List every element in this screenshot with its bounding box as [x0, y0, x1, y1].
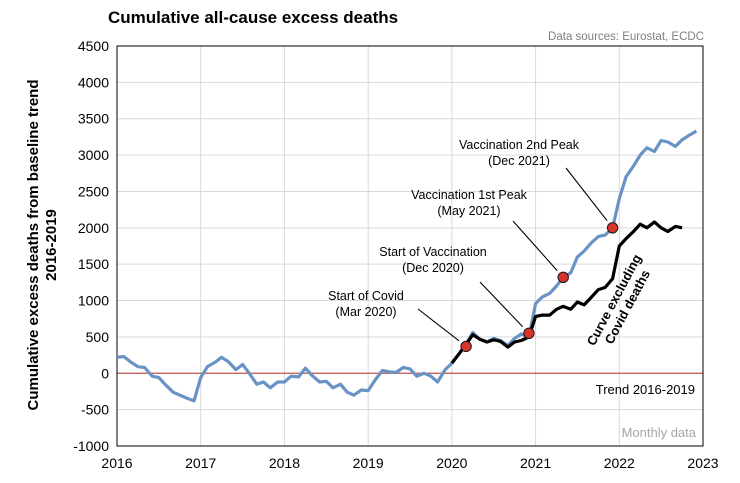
data-source-note: Data sources: Eurostat, ECDC: [548, 31, 704, 43]
event-leader-lines: [417, 167, 608, 342]
y-tick-label: 0: [101, 365, 109, 381]
event-label-title: Start of Vaccination: [379, 245, 487, 259]
chart-title: Cumulative all-cause excess deaths: [108, 8, 398, 27]
y-axis-label-line2: 2016-2019: [43, 209, 60, 281]
event-label-date: (Mar 2020): [335, 305, 396, 319]
y-tick-label: 2500: [78, 183, 109, 199]
x-tick-label: 2019: [353, 455, 384, 471]
y-tick-label: 1000: [78, 293, 109, 309]
y-tick-label: 1500: [78, 256, 109, 272]
event-marker: [523, 327, 535, 339]
event-leader-line: [417, 308, 460, 342]
frequency-note: Monthly data: [622, 425, 697, 440]
y-tick-label: -500: [81, 402, 109, 418]
event-label-date: (Dec 2021): [488, 154, 550, 168]
x-tick-label: 2016: [101, 455, 132, 471]
y-tick-label: 500: [86, 329, 110, 345]
event-label-start-of-vaccination: Start of Vaccination (Dec 2020): [379, 245, 487, 275]
event-leader-line: [512, 220, 558, 271]
y-axis-label-line1: Cumulative excess deaths from baseline t…: [25, 80, 42, 411]
event-label-date: (Dec 2020): [402, 261, 464, 275]
series-excluding-covid-line: [450, 220, 683, 365]
event-leader-line: [565, 167, 608, 222]
x-axis-ticks: 2016 2017 2018 2019 2020 2021 2022 2023: [101, 455, 718, 471]
y-tick-label: 2000: [78, 220, 109, 236]
plot-frame: [116, 45, 704, 447]
event-label-date: (May 2021): [437, 204, 500, 218]
event-label-vaccination-2nd-peak: Vaccination 2nd Peak (Dec 2021): [459, 138, 580, 168]
event-marker: [606, 222, 619, 234]
y-tick-label: 3500: [78, 111, 109, 127]
event-label-vaccination-1st-peak: Vaccination 1st Peak (May 2021): [411, 188, 528, 218]
x-tick-label: 2020: [436, 455, 467, 471]
x-tick-label: 2022: [604, 455, 635, 471]
event-label-title: Vaccination 1st Peak: [411, 188, 528, 202]
y-tick-label: -1000: [73, 438, 109, 454]
y-tick-label: 3000: [78, 147, 109, 163]
event-marker: [557, 271, 569, 283]
y-tick-label: 4000: [78, 74, 109, 90]
trend-label: Trend 2016-2019: [596, 382, 695, 397]
y-axis-label: Cumulative excess deaths from baseline t…: [25, 80, 60, 411]
excluding-covid-label: Curve excluding Covid deaths: [584, 252, 653, 348]
x-tick-label: 2018: [269, 455, 300, 471]
event-label-start-of-covid: Start of Covid (Mar 2020): [328, 289, 404, 319]
series-all-cause-line: [116, 129, 698, 403]
y-axis-ticks: -1000 -500 0 500 1000 1500 2000 2500 3000 3500 400…: [73, 38, 109, 454]
event-markers: [460, 222, 619, 353]
event-label-title: Vaccination 2nd Peak: [459, 138, 580, 152]
x-tick-label: 2017: [185, 455, 216, 471]
y-tick-label: 4500: [78, 38, 109, 54]
x-tick-label: 2023: [687, 455, 718, 471]
event-leader-line: [479, 281, 524, 328]
event-marker: [460, 340, 472, 353]
event-label-title: Start of Covid: [328, 289, 404, 303]
x-tick-label: 2021: [520, 455, 551, 471]
